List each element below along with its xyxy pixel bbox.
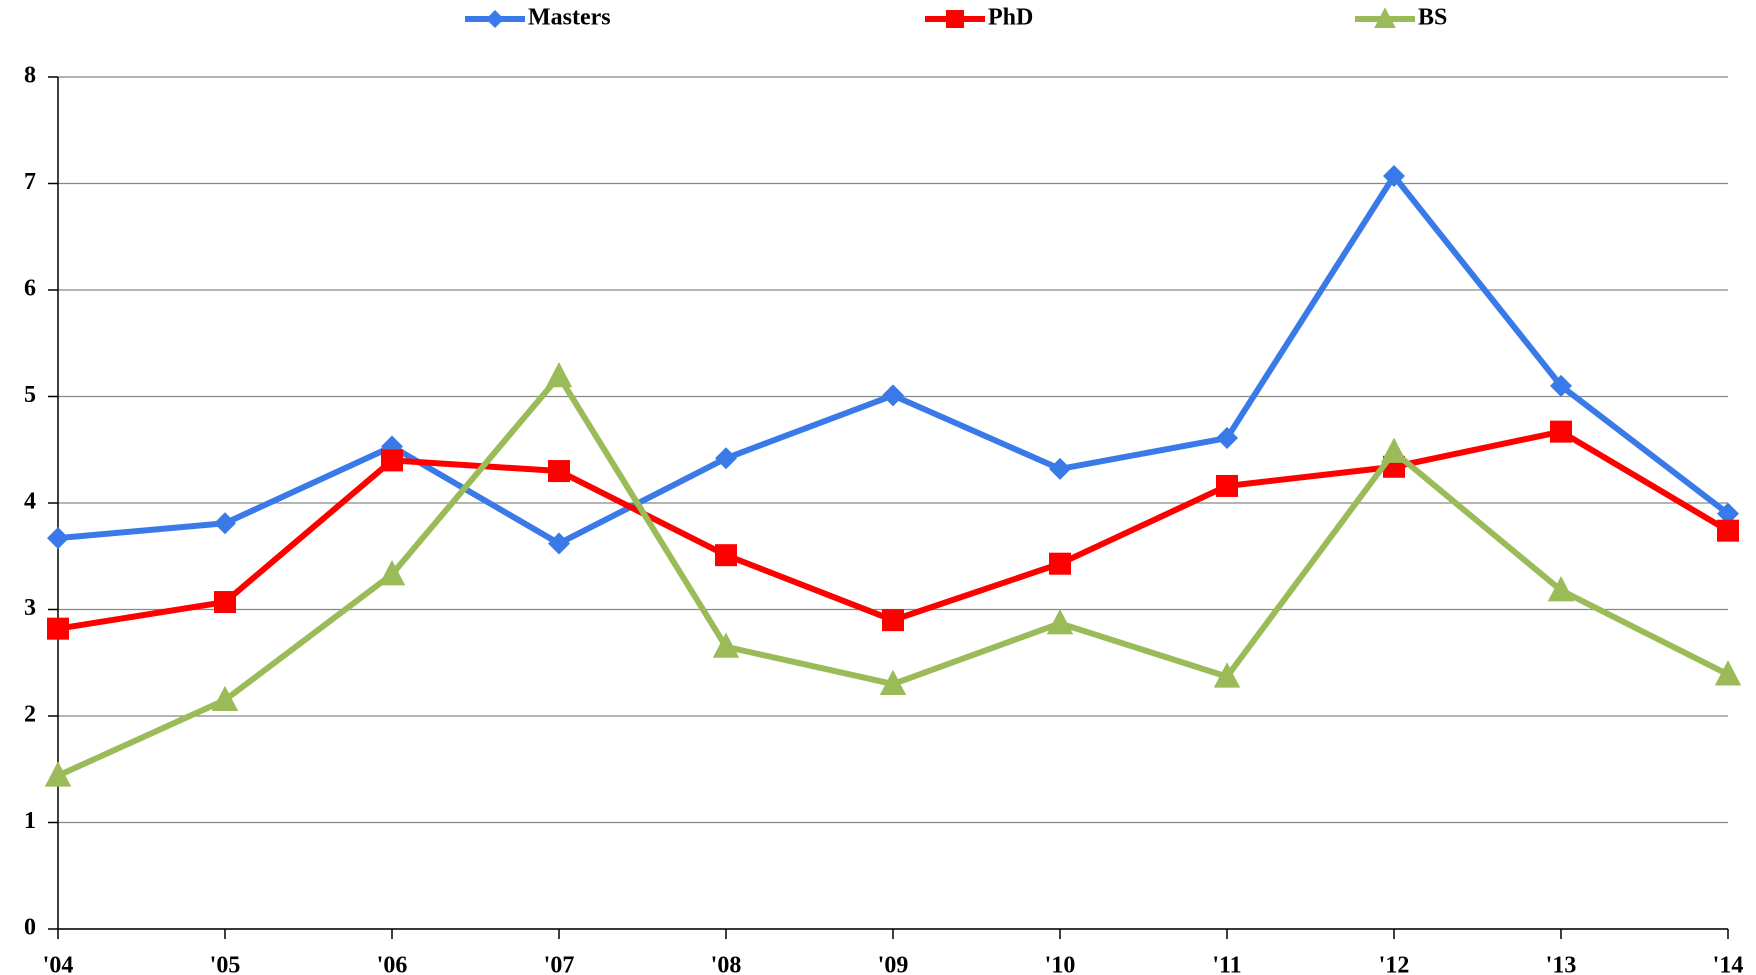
legend-label: PhD	[988, 5, 1033, 31]
marker	[545, 361, 573, 388]
y-tick-label: 3	[24, 595, 36, 621]
marker	[1547, 576, 1575, 602]
y-tick-label: 5	[24, 382, 36, 408]
marker	[1216, 427, 1238, 450]
marker	[1550, 420, 1572, 443]
legend-label: BS	[1418, 5, 1447, 31]
x-tick-label: '13	[1546, 953, 1577, 975]
y-tick-label: 2	[24, 702, 36, 728]
marker	[946, 10, 964, 28]
marker	[882, 384, 904, 407]
x-tick-label: '12	[1379, 953, 1410, 975]
x-tick-label: '10	[1045, 953, 1076, 975]
marker	[211, 685, 239, 712]
marker	[378, 560, 406, 586]
x-tick-label: '09	[878, 953, 909, 975]
marker	[1374, 7, 1396, 29]
x-tick-label: '04	[43, 953, 74, 975]
series-line	[57, 173, 1730, 547]
marker	[1717, 519, 1739, 542]
marker	[381, 449, 403, 472]
x-tick-label: '07	[544, 953, 575, 975]
y-tick-label: 0	[24, 915, 36, 941]
marker	[1046, 609, 1074, 635]
series-line	[57, 428, 1730, 632]
x-tick-label: '05	[210, 953, 241, 975]
y-tick-label: 4	[24, 489, 36, 515]
marker	[1049, 457, 1071, 480]
marker	[1380, 437, 1408, 463]
marker	[44, 761, 72, 787]
marker	[1550, 374, 1572, 397]
y-tick-label: 8	[24, 63, 36, 89]
marker	[879, 669, 907, 696]
marker	[47, 617, 69, 640]
legend-label: Masters	[528, 5, 611, 31]
marker	[486, 10, 504, 28]
x-tick-label: '11	[1212, 953, 1241, 975]
y-tick-label: 7	[24, 169, 36, 195]
marker	[1383, 165, 1405, 188]
marker	[1049, 552, 1071, 575]
marker	[214, 512, 236, 535]
x-tick-label: '14	[1713, 953, 1744, 975]
marker	[214, 591, 236, 614]
marker	[712, 632, 740, 658]
marker	[548, 532, 570, 555]
x-tick-label: '06	[377, 953, 408, 975]
marker	[1717, 502, 1739, 525]
marker	[47, 527, 69, 550]
marker	[715, 447, 737, 470]
marker	[1714, 660, 1742, 686]
y-tick-label: 1	[24, 808, 36, 834]
marker	[882, 609, 904, 632]
marker	[1216, 474, 1238, 497]
marker	[548, 460, 570, 483]
marker	[715, 544, 737, 567]
x-tick-label: '08	[711, 953, 742, 975]
marker	[1213, 662, 1241, 688]
y-tick-label: 6	[24, 276, 36, 302]
